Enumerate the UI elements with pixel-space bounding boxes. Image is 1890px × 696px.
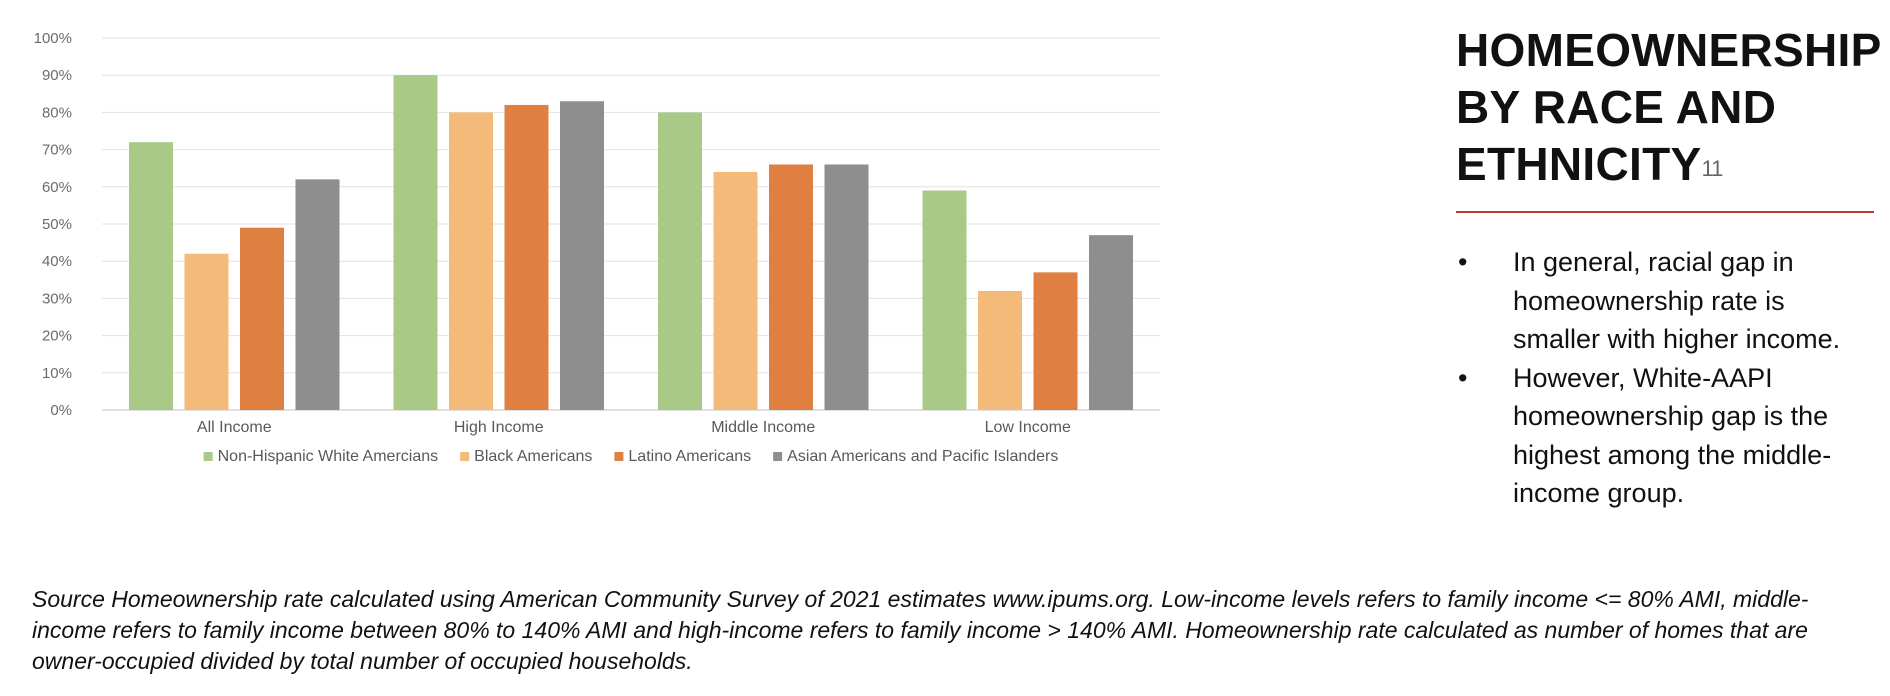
- y-tick-label: 60%: [42, 179, 72, 196]
- bar: [769, 164, 813, 410]
- bullet-item: • However, White-AAPI homeownership gap i…: [1456, 359, 1876, 513]
- y-tick-label: 80%: [42, 104, 72, 121]
- legend-label: Non-Hispanic White Amercians: [218, 448, 439, 465]
- bullet-text: In general, racial gap in homeownership …: [1513, 247, 1841, 354]
- chart-canvas: 0% 10% 20% 30% 40% 50% 60% 70% 80% 90% 100% All Inc…: [34, 30, 1160, 465]
- legend-swatch: [203, 452, 213, 461]
- bullet-text: However, White-AAPI homeownership gap is…: [1513, 362, 1832, 509]
- y-tick-label: 0%: [50, 402, 72, 419]
- legend-label: Latino Americans: [628, 448, 751, 465]
- bar: [658, 112, 702, 411]
- y-tick-label: 10%: [42, 365, 72, 382]
- legend-swatch: [614, 452, 624, 461]
- y-tick-label: 40%: [42, 253, 72, 270]
- y-tick-label: 100%: [34, 30, 72, 47]
- source-note: Source Homeownership rate calculated usi…: [32, 586, 1809, 674]
- bar: [922, 190, 967, 410]
- x-category-label: Low Income: [985, 419, 1071, 436]
- y-tick-label: 70%: [42, 142, 72, 159]
- footnote-reference: 11: [1701, 156, 1723, 181]
- bar: [1089, 235, 1133, 410]
- bullet-icon: •: [1458, 247, 1468, 277]
- x-category-label: High Income: [454, 419, 544, 436]
- legend-swatch: [460, 452, 470, 461]
- bar: [560, 101, 604, 411]
- bullet-icon: •: [1458, 362, 1468, 393]
- bar: [240, 227, 284, 410]
- legend-label: Asian Americans and Pacific Islanders: [787, 448, 1058, 465]
- bullet-list: • In general, racial gap in homeownership…: [1456, 243, 1876, 513]
- y-tick-label: 50%: [42, 216, 72, 233]
- page-title: HOMEOWNERSHIP BY RACE AND ETHNICITY11: [1456, 22, 1880, 193]
- bar: [978, 290, 1022, 410]
- bar: [713, 171, 758, 410]
- bullet-item: • In general, racial gap in homeownership…: [1456, 243, 1876, 359]
- side-panel: HOMEOWNERSHIP BY RACE AND ETHNICITY11 • I…: [1456, 22, 1880, 513]
- bar: [184, 253, 229, 410]
- legend-label: Black Americans: [474, 448, 592, 465]
- bar-chart: 0% 10% 20% 30% 40% 50% 60% 70% 80% 90% 100% All Inc…: [20, 20, 1420, 580]
- bar: [449, 112, 493, 411]
- title-divider: [1456, 211, 1874, 213]
- x-category-label: All Income: [197, 419, 272, 436]
- bar: [504, 104, 549, 411]
- y-tick-label: 30%: [42, 290, 72, 307]
- x-category-label: Middle Income: [711, 419, 815, 436]
- bar: [1033, 272, 1078, 410]
- bar: [129, 142, 173, 410]
- y-tick-label: 90%: [42, 67, 72, 84]
- title-text: HOMEOWNERSHIP BY RACE AND ETHNICITY: [1456, 24, 1881, 190]
- bar: [824, 164, 869, 410]
- legend-swatch: [773, 452, 783, 461]
- y-tick-label: 20%: [42, 328, 72, 345]
- bar: [295, 179, 340, 410]
- bar: [393, 75, 438, 410]
